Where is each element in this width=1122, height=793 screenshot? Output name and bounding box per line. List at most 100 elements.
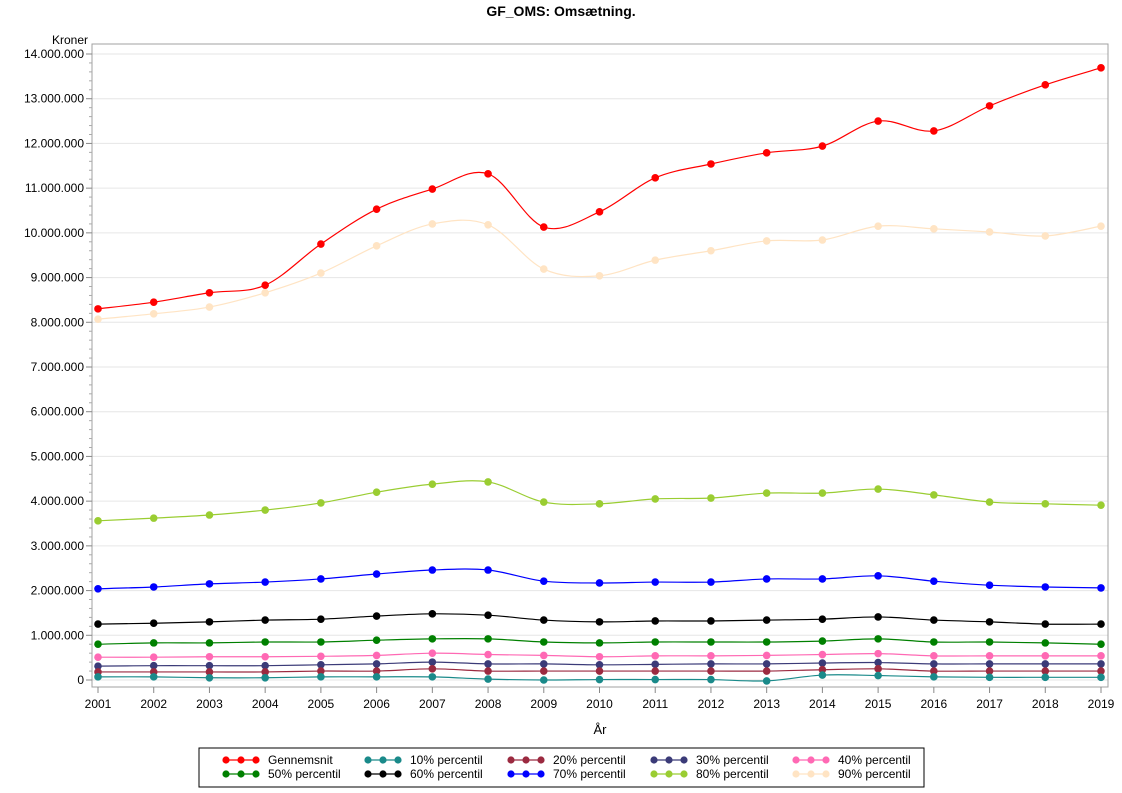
data-point [595,500,604,508]
data-point [539,676,548,684]
data-point [539,660,548,668]
legend-label: 40% percentil [838,753,911,767]
data-point [707,617,715,625]
data-point [261,506,269,514]
data-point [930,652,938,660]
y-tick-label: 10.000.000 [24,226,84,240]
data-point [94,584,102,593]
legend: Gennemsnit 10% percentil 20% percentil 30% … [222,753,911,781]
data-point [484,635,492,643]
data-point [484,667,492,675]
data-point [205,661,214,670]
data-point [317,660,325,669]
data-point [372,570,381,578]
data-point [707,494,715,502]
series-40-percentil [94,649,1105,661]
data-point [651,660,660,669]
data-point [317,667,325,675]
data-point [985,673,994,682]
data-point [428,649,437,657]
legend-marker-icon [522,770,530,778]
data-point [372,651,381,660]
x-tick-label: 2003 [196,697,223,711]
data-point [818,615,827,623]
data-point [874,485,882,493]
legend-marker-icon [252,756,260,764]
data-point [595,675,604,684]
data-point [261,616,269,624]
series-30-percentil [94,658,1105,670]
data-point [205,673,214,682]
y-tick-label: 8.000.000 [31,315,85,329]
data-point [317,638,325,646]
data-point [1097,640,1105,649]
series-80-percentil [94,478,1105,525]
data-point [930,660,938,668]
legend-marker-icon [792,770,800,778]
data-point [94,305,102,313]
x-tick-label: 2004 [252,697,279,711]
data-point [874,671,882,680]
data-point [428,635,437,643]
x-tick-label: 2009 [530,697,557,711]
data-point [985,498,994,506]
data-point [205,303,214,311]
data-point [149,639,158,647]
x-tick-label: 2008 [475,697,502,711]
data-point [484,650,492,659]
data-point [930,577,938,585]
x-axis-label: År [594,722,608,737]
data-point [372,242,381,250]
data-point [149,673,158,681]
data-point [539,667,548,675]
data-point [818,142,827,150]
data-point [707,638,715,646]
data-point [762,677,771,685]
data-point [762,149,771,157]
data-point [372,636,381,645]
legend-item: 70% percentil [507,767,626,781]
data-point [762,638,771,646]
data-point [205,668,214,676]
data-point [930,673,938,681]
legend-marker-icon [237,756,245,764]
data-point [428,673,437,681]
legend-item: 60% percentil [364,767,483,781]
legend-marker-icon [822,770,830,778]
data-point [317,615,325,623]
data-point [874,572,882,580]
series-line [97,219,1102,320]
y-tick-label: 2.000.000 [31,584,85,598]
data-point [539,616,548,624]
data-point [651,578,660,586]
data-point [651,495,660,503]
data-point [317,575,325,583]
x-tick-label: 2005 [308,697,335,711]
data-point [149,514,158,522]
data-point [1097,667,1105,675]
data-point [1041,500,1050,508]
series-10-percentil [94,671,1105,685]
legend-item: 30% percentil [650,753,769,767]
data-point [484,478,492,486]
legend-label: 80% percentil [696,767,769,781]
x-tick-label: 2018 [1032,697,1059,711]
legend-label: 70% percentil [553,767,626,781]
data-point [372,660,381,668]
x-tick-label: 2001 [85,697,112,711]
data-point [261,638,269,646]
data-point [762,667,771,675]
data-point [651,638,660,646]
data-point [762,575,771,583]
x-tick-label: 2011 [642,697,668,711]
data-point [1041,667,1050,675]
y-tick-label: 13.000.000 [24,92,84,106]
data-point [874,649,882,658]
data-point [539,265,548,273]
y-tick-label: 11.000.000 [25,181,84,195]
y-tick-label: 7.000.000 [31,360,85,374]
legend-item: 20% percentil [507,753,626,767]
data-point [205,618,214,626]
data-point [1041,232,1050,240]
data-point [317,499,325,507]
